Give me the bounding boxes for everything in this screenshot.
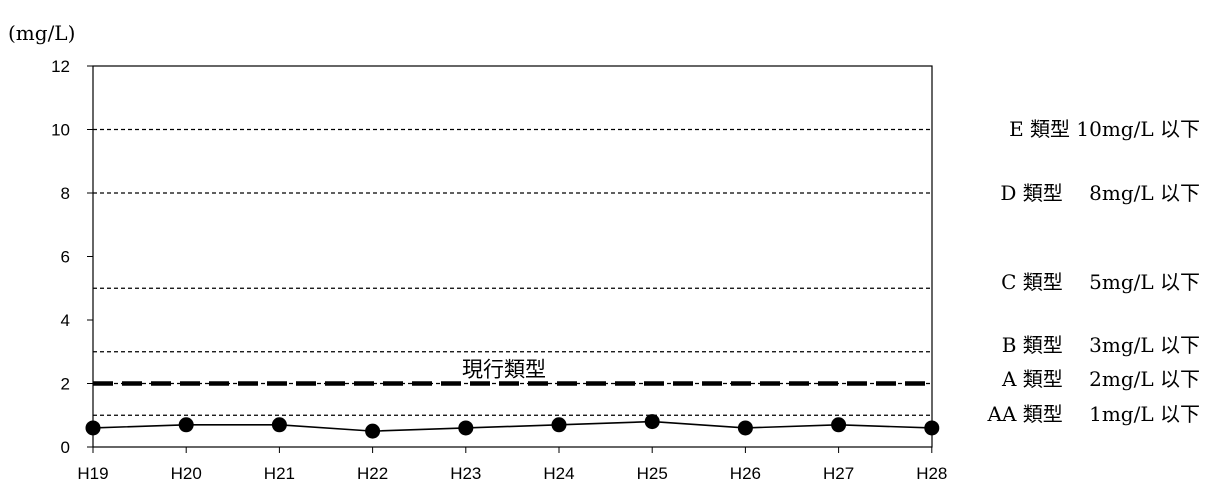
data-point xyxy=(271,417,287,433)
y-tick-label: 10 xyxy=(51,121,70,140)
series-path xyxy=(92,420,932,432)
x-tick-label: H20 xyxy=(171,464,202,483)
y-tick-label: 2 xyxy=(61,375,70,394)
x-axis: H19 H20 H21 H22 H23 H24 H25 H26 H27 H28 xyxy=(77,447,947,483)
y-tick-label: 0 xyxy=(61,438,70,457)
y-unit-label: (mg/L) xyxy=(8,21,75,45)
reference-label: E 類型 10mg/L 以下 xyxy=(1009,117,1200,141)
reference-label: AA 類型 1mg/L 以下 xyxy=(987,402,1200,426)
x-tick-label: H27 xyxy=(823,464,854,483)
data-point xyxy=(831,417,847,433)
data-point xyxy=(737,420,753,436)
data-point xyxy=(85,420,101,436)
plot-frame xyxy=(92,65,933,448)
y-tick-label: 6 xyxy=(61,248,70,267)
series-line xyxy=(85,414,940,439)
reference-label: B 類型 3mg/L 以下 xyxy=(1002,333,1200,357)
data-point xyxy=(178,417,194,433)
x-tick-label: H23 xyxy=(450,464,481,483)
y-tick-label: 12 xyxy=(51,57,70,76)
y-tick-label: 4 xyxy=(61,311,70,330)
y-tick-label: 8 xyxy=(61,184,70,203)
reference-label: C 類型 5mg/L 以下 xyxy=(1001,270,1200,294)
x-tick-label: H19 xyxy=(77,464,108,483)
y-axis: 0 2 4 6 8 10 12 xyxy=(51,57,93,457)
x-tick-label: H21 xyxy=(264,464,295,483)
reference-labels: E 類型 10mg/L 以下 D 類型 8mg/L 以下 C 類型 5mg/L 以下… xyxy=(987,117,1200,426)
x-tick-label: H24 xyxy=(543,464,574,483)
current-class-label: 現行類型 xyxy=(462,358,546,382)
data-point xyxy=(365,423,381,439)
data-point xyxy=(924,420,940,436)
reference-label: D 類型 8mg/L 以下 xyxy=(1000,181,1200,205)
x-tick-label: H22 xyxy=(357,464,388,483)
x-tick-label: H28 xyxy=(916,464,947,483)
reference-label: A 類型 2mg/L 以下 xyxy=(1001,367,1200,391)
data-point xyxy=(551,417,567,433)
current-class-line: 現行類型 xyxy=(93,358,932,386)
x-tick-label: H25 xyxy=(637,464,668,483)
data-point xyxy=(644,414,660,430)
x-tick-label: H26 xyxy=(730,464,761,483)
data-point xyxy=(458,420,474,436)
